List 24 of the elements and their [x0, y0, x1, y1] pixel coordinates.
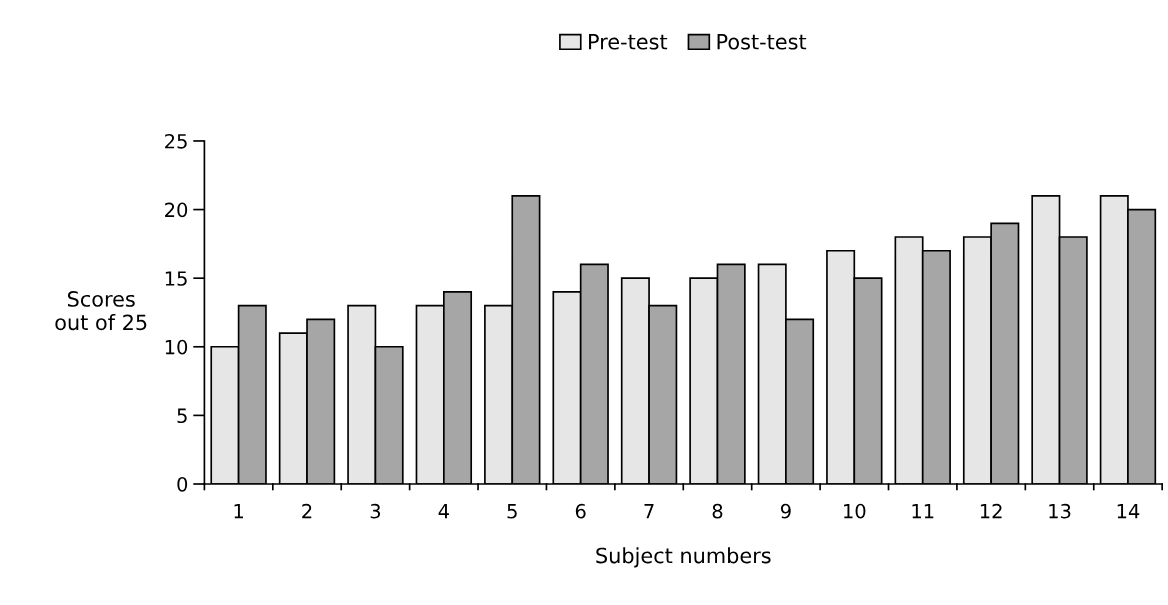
x-tick-label: 11: [912, 504, 934, 519]
x-tick-label: 14: [1117, 504, 1140, 519]
x-tick-label: 1: [234, 504, 243, 519]
x-tick-label: 4: [438, 504, 449, 519]
x-tick-label: 12: [980, 503, 1002, 519]
x-tick-label: 8: [712, 503, 723, 519]
x-axis-title: Subject numbers: [596, 547, 771, 568]
x-tick-label: 5: [507, 504, 517, 519]
x-tick-label: 9: [780, 503, 791, 519]
y-tick-label: 20: [165, 202, 188, 218]
legend-label: Pre-test: [589, 34, 668, 50]
y-tick-label: 0: [177, 476, 188, 492]
y-tick-label: 15: [165, 271, 187, 286]
legend-label: Post-test: [717, 34, 807, 50]
x-tick-label: 6: [575, 503, 586, 519]
x-tick-label: 3: [370, 503, 381, 519]
y-tick-label: 5: [177, 408, 187, 424]
x-tick-label: 2: [302, 503, 312, 519]
x-tick-label: 10: [844, 503, 866, 519]
y-axis-title: Scores out of 25: [55, 291, 147, 331]
y-tick-label: 25: [165, 133, 187, 149]
x-tick-label: 13: [1049, 503, 1071, 519]
y-tick-label: 10: [165, 339, 188, 355]
x-tick-label: 7: [644, 504, 654, 519]
